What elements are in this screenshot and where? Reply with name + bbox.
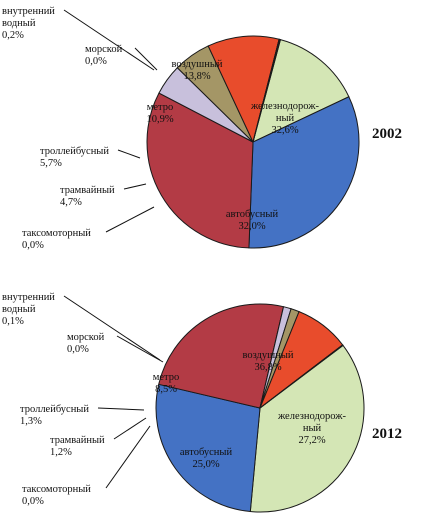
slice-label-bus: автобусный 25,0%	[180, 447, 233, 470]
slice-label-line: таксомоторный	[22, 484, 91, 495]
pie-slice-rail	[155, 383, 261, 513]
leader-line-sea	[134, 47, 158, 71]
slice-label-air: воздушный 13,8%	[171, 59, 222, 82]
leader-line-sea	[116, 335, 164, 363]
pie-chart-2002: воздушный 13,8% железнодорож-ный 32,6% автоб…	[2, 6, 402, 251]
slice-label-line: ный	[303, 423, 322, 434]
pie-slice-rail	[248, 96, 360, 249]
slice-label-line: 0,0%	[85, 56, 107, 67]
pie-slice-metro	[207, 35, 280, 144]
slice-label-taxi: таксомоторный 0,0%	[22, 228, 91, 251]
slice-label-rail: железнодорож-ный 27,2%	[277, 411, 347, 446]
slice-label-line: 8,5%	[155, 384, 177, 395]
slice-label-line: водный	[2, 18, 36, 29]
slice-label-metro: метро 8,5%	[153, 372, 180, 395]
slice-label-line: автобусный	[226, 209, 279, 220]
slice-label-line: железнодорож-	[250, 101, 320, 112]
slice-label-line: 5,7%	[40, 158, 62, 169]
slice-label-inland-water: внутренний водный 0,1%	[2, 292, 55, 327]
slice-label-line: морской	[85, 44, 123, 55]
slice-label-rail: железнодорож-ный 32,6%	[250, 101, 320, 136]
slice-label-line: 36,8%	[254, 362, 281, 373]
slice-label-line: внутренний	[2, 6, 55, 17]
slice-label-line: ный	[276, 113, 295, 124]
slice-label-taxi: таксомоторный 0,0%	[22, 484, 91, 507]
slice-label-trolleybus: троллейбусный 5,7%	[40, 146, 109, 169]
pie-slice-inland-water	[259, 344, 344, 409]
slice-label-line: 0,2%	[2, 30, 24, 41]
slice-label-inland-water: внутренний водный 0,2%	[2, 6, 55, 41]
slice-label-line: 25,0%	[192, 459, 219, 470]
slice-label-line: воздушный	[242, 350, 293, 361]
slice-label-line: 0,0%	[22, 496, 44, 507]
slice-label-line: 0,0%	[67, 344, 89, 355]
slice-label-line: 32,0%	[238, 221, 265, 232]
leader-line-trolleybus	[97, 407, 145, 411]
leader-line-taxi	[105, 425, 151, 489]
slice-label-line: 4,7%	[60, 197, 82, 208]
chart-year-label: 2012	[372, 426, 402, 442]
leader-line-tram	[123, 183, 147, 190]
slice-label-sea: морской 0,0%	[67, 332, 105, 355]
slice-label-line: 13,8%	[183, 71, 210, 82]
slice-label-line: троллейбусный	[40, 146, 109, 157]
leader-line-taxi	[105, 206, 155, 233]
slice-label-tram: трамвайный 4,7%	[60, 185, 115, 208]
slice-label-line: 1,2%	[50, 447, 72, 458]
pie-chart-2012: воздушный 36,8% железнодорож-ный 27,2% автоб…	[2, 292, 402, 513]
slice-label-line: морской	[67, 332, 105, 343]
slice-label-line: воздушный	[171, 59, 222, 70]
slice-label-line: метро	[153, 372, 180, 383]
slice-label-line: автобусный	[180, 447, 233, 458]
pie-slice-bus	[146, 92, 254, 249]
slice-label-line: метро	[147, 102, 174, 113]
slice-label-line: 10,9%	[146, 114, 173, 125]
slice-label-bus: автобусный 32,0%	[226, 209, 279, 232]
slice-label-line: водный	[2, 304, 36, 315]
slice-label-line: железнодорож-	[277, 411, 347, 422]
pie-slice-air	[249, 344, 365, 513]
slice-label-line: внутренний	[2, 292, 55, 303]
slice-label-metro: метро 10,9%	[146, 102, 173, 125]
slice-label-line: 27,2%	[298, 435, 325, 446]
slice-label-line: трамвайный	[50, 435, 105, 446]
leader-line-inland-water	[63, 9, 155, 71]
slice-label-line: 32,6%	[271, 125, 298, 136]
chart-year-label: 2002	[372, 126, 402, 142]
slice-label-line: трамвайный	[60, 185, 115, 196]
slice-label-line: троллейбусный	[20, 404, 89, 415]
slice-label-tram: трамвайный 1,2%	[50, 435, 105, 458]
slice-label-line: таксомоторный	[22, 228, 91, 239]
pie-slice-bus	[158, 303, 285, 409]
pie-slice-inland-water	[252, 38, 282, 143]
slice-label-air: воздушный 36,8%	[242, 350, 293, 373]
leader-line-inland-water	[63, 295, 161, 361]
slice-label-line: 0,0%	[22, 240, 44, 251]
pie-slice-air	[252, 38, 350, 143]
slice-label-line: 0,1%	[2, 316, 24, 327]
slice-label-line: 1,3%	[20, 416, 42, 427]
leader-line-tram	[113, 417, 147, 440]
slice-label-sea: морской 0,0%	[85, 44, 123, 67]
slice-label-trolleybus: троллейбусный 1,3%	[20, 404, 89, 427]
leader-line-trolleybus	[117, 149, 141, 159]
